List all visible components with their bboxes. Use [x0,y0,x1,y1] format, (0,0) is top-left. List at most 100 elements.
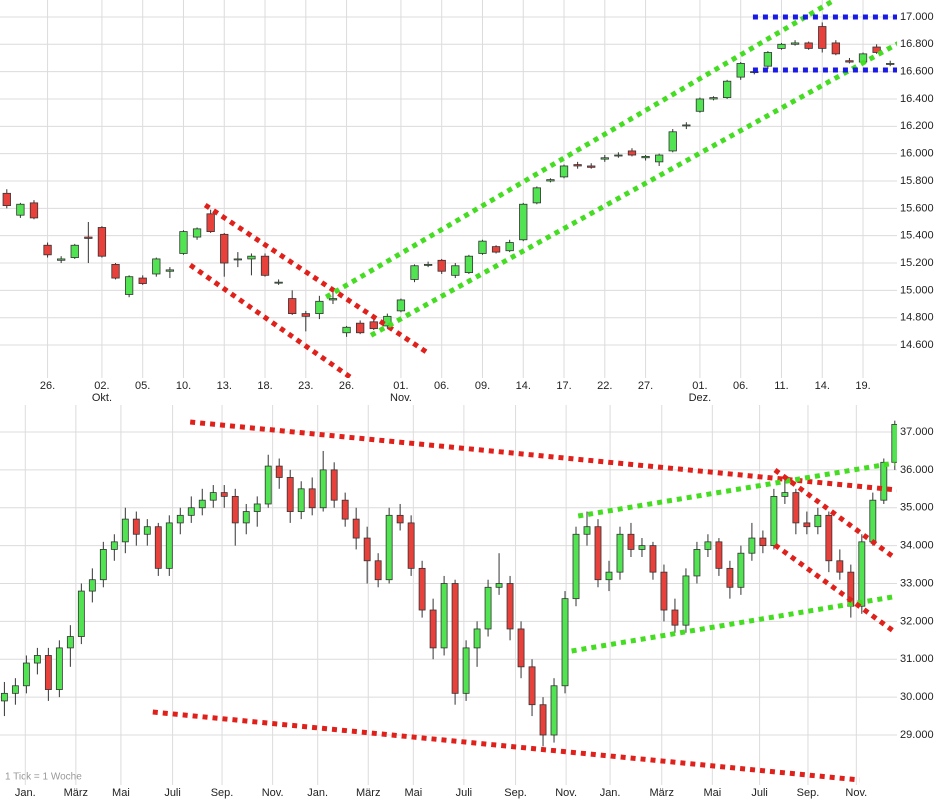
candle-body [736,63,745,78]
x-tick-label: Jan. [600,787,621,799]
candle-body [308,488,316,509]
y-tick-label: 31.000 [900,653,934,665]
candle-body [363,537,371,562]
candle-body [22,662,30,687]
candle-body [491,246,501,253]
trend-line [773,542,897,635]
candle-body [231,495,239,524]
candle-body [165,522,173,569]
candle-body [627,150,637,156]
candle-body [220,233,229,264]
candle-body [605,571,613,581]
candle-body [886,63,895,65]
candle-body [804,42,813,49]
candle-body [11,685,19,694]
y-tick-label: 15.600 [900,202,934,214]
y-tick-label: 15.400 [900,230,934,242]
candle-body [57,258,66,261]
x-tick-label: März [356,787,380,799]
candle-body [587,165,596,168]
candle-body [410,265,419,280]
candle-body [418,567,426,611]
y-tick-label: 14.800 [900,312,934,324]
candle-body [532,187,541,204]
x-tick-sublabel: Okt. [92,392,112,404]
candle-body [594,526,602,581]
candle-body [814,514,822,528]
candle-body [356,322,365,334]
trend-line [188,263,356,378]
candle-body [99,549,107,581]
candle-body [614,154,623,157]
candle-body [124,276,134,295]
candle-body [682,124,691,127]
trend-line [189,419,897,493]
y-tick-label: 32.000 [900,615,934,627]
x-tick-label: Nov. [845,787,867,799]
candle-body [464,255,474,273]
candle-body [110,541,118,550]
candle-body [818,26,827,49]
candle-body [495,583,503,588]
y-tick-label: 14.600 [900,339,934,351]
trend-line [571,594,894,654]
candle-body [179,231,188,254]
x-tick-label: 14. [815,380,830,392]
y-tick-label: 35.000 [900,502,934,514]
candle-body [726,567,734,588]
candle-body [638,545,646,550]
candle-body [84,236,93,239]
x-tick-label: 11. [774,380,788,392]
candle-body [29,202,39,219]
candle-body [763,52,773,67]
candle-body [55,647,63,690]
candle-body [759,537,767,547]
candle-body [722,80,732,99]
x-tick-label: 01. [393,380,408,392]
x-tick-label: März [650,787,674,799]
candle-body [192,228,202,238]
x-tick-label: 17. [556,380,571,392]
x-tick-label: Mai [703,787,721,799]
candle-body [695,98,705,112]
x-tick-label: 14. [516,380,531,392]
candle-body [264,465,272,505]
plot-area [0,419,897,783]
candle-body [315,300,324,315]
candle-body [352,518,360,539]
y-tick-label: 29.000 [900,729,934,741]
candle-body [550,685,558,736]
candle-body [781,492,789,497]
annotation: 1 Tick = 1 Woche [5,772,82,783]
y-tick-label: 16.800 [900,38,934,50]
candle-body [275,465,283,478]
trend-line [203,202,430,356]
candle-body [111,263,120,279]
candle-body [803,522,811,528]
trend-line [773,467,897,560]
x-tick-label: 26. [339,380,354,392]
candle-body [836,560,844,573]
candle-body [462,647,470,694]
y-tick-label: 17.000 [900,11,934,23]
candle-body [546,179,555,182]
x-tick-sublabel: Dez. [689,392,712,404]
candle-body [561,598,569,687]
candle-body [655,154,664,163]
x-tick-label: 26. [40,380,55,392]
candle-body [583,526,591,535]
candle-body [715,541,723,569]
candle-body [297,488,305,512]
candle-body [16,203,25,216]
x-tick-label: Mai [404,787,422,799]
candle-body [484,586,492,630]
candle-body [641,155,650,159]
x-tick-label: 18. [257,380,272,392]
y-tick-label: 16.600 [900,66,934,78]
candle-body [247,255,256,260]
x-tick-label: 02. [94,380,109,392]
y-tick-label: 34.000 [900,540,934,552]
candle-body [709,97,718,100]
x-tick-label: 06. [434,380,449,392]
